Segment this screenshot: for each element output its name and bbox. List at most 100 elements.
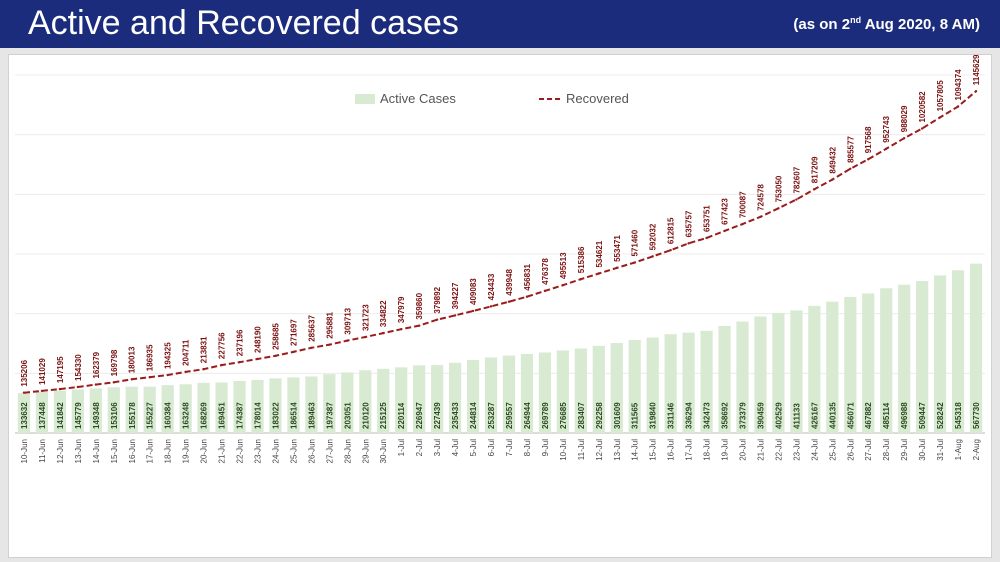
recovered-point (507, 300, 511, 303)
chart-svg: 133632 137448 141842 145779 149348 153106 1551… (15, 55, 985, 464)
x-tick-label: 1-Jul (397, 439, 406, 457)
recovered-value-label: 169798 (110, 349, 119, 376)
x-tick-label: 30-Jul (918, 439, 927, 461)
recovered-point (130, 378, 133, 381)
bar-active (53, 390, 67, 433)
recovered-value-label: 154330 (74, 354, 83, 381)
bar-active (251, 379, 264, 433)
bar-active (305, 376, 318, 433)
bar-active (646, 337, 659, 433)
recovered-value-label: 285637 (307, 315, 316, 342)
bar-value-label: 509447 (918, 402, 927, 429)
bar-value-label: 390459 (756, 402, 765, 429)
x-axis: 10-Jun 11-Jun 12-Jun 13-Jun 14-Jun 15-Jun 16-J… (20, 439, 981, 464)
recovered-value-label: 782607 (792, 166, 801, 193)
recovered-value-label: 379892 (433, 286, 442, 313)
bar-value-label: 336294 (685, 402, 694, 429)
bar-value-label: 259557 (505, 402, 514, 429)
legend-label-active: Active Cases (380, 91, 456, 106)
recovered-point (274, 354, 277, 358)
x-tick-label: 27-Jun (325, 439, 334, 463)
bar-value-label: 311565 (631, 402, 640, 429)
bar-value-label: 467882 (864, 402, 873, 429)
recovered-point (202, 368, 205, 371)
x-tick-label: 20-Jun (200, 439, 209, 463)
bar-value-label: 153106 (110, 402, 119, 429)
recovered-value-label: 495513 (559, 252, 568, 279)
bar-value-label: 169451 (218, 402, 227, 429)
recovered-point (346, 339, 349, 342)
bar-value-label: 149348 (92, 402, 101, 429)
recovered-point (543, 289, 547, 293)
recovered-value-label: 394227 (451, 282, 460, 309)
recovered-value-label: 194325 (164, 342, 173, 369)
recovered-point (148, 376, 151, 379)
bar-active (772, 312, 785, 433)
x-tick-label: 16-Jul (667, 439, 676, 461)
bar-active (431, 365, 444, 433)
bar-value-label: 264944 (523, 402, 532, 429)
recovered-value-label: 135206 (20, 359, 29, 386)
x-tick-label: 16-Jun (128, 439, 137, 463)
recovered-point (22, 391, 26, 394)
bar-value-label: 485114 (882, 402, 891, 429)
bar-value-label: 220114 (397, 402, 406, 429)
x-tick-label: 20-Jul (739, 439, 748, 461)
bar-active (628, 340, 641, 433)
bar-active (197, 382, 210, 433)
bar-value-label: 301609 (613, 402, 622, 429)
x-tick-label: 2-Jul (415, 439, 424, 457)
recovered-point (94, 383, 98, 386)
bar-active (377, 368, 390, 433)
bar-active (71, 389, 84, 433)
recovered-value-label: 635757 (685, 210, 694, 237)
bar-active (179, 384, 192, 433)
bar-value-label: 402529 (774, 402, 783, 429)
recovered-point (651, 255, 654, 258)
bar-active (466, 359, 480, 433)
x-tick-label: 23-Jul (792, 439, 801, 461)
x-tick-label: 29-Jun (361, 439, 370, 463)
recovered-value-label: 186935 (146, 344, 155, 371)
recovered-point (238, 361, 241, 364)
recovered-point (489, 305, 493, 308)
legend: Active Cases Recovered (355, 91, 629, 106)
recovered-point (292, 350, 295, 354)
bar-value-label: 163248 (182, 402, 191, 429)
recovered-point (58, 387, 62, 391)
bar-active (269, 378, 282, 433)
bar-active (718, 325, 731, 433)
bar-active (520, 353, 534, 433)
recovered-value-label: 885577 (846, 136, 855, 163)
recovered-value-label: 592032 (649, 223, 658, 250)
bar-active (89, 388, 102, 433)
x-tick-label: 30-Jun (379, 439, 388, 463)
x-tick-label: 28-Jun (343, 439, 352, 463)
recovered-point (220, 363, 223, 367)
x-tick-label: 11-Jul (577, 439, 586, 460)
bar-value-label: 411133 (792, 403, 801, 429)
recovered-point (723, 229, 726, 233)
recovered-value-label: 424433 (487, 273, 496, 300)
bar-value-label: 145779 (74, 402, 83, 429)
recovered-point (400, 327, 403, 331)
recovered-point (256, 357, 259, 361)
x-tick-label: 26-Jul (846, 439, 855, 461)
x-tick-label: 14-Jun (92, 439, 101, 463)
bar-active (844, 296, 857, 433)
bar-active (359, 370, 372, 433)
bar-active (502, 355, 516, 433)
recovered-value-label: 988029 (900, 105, 909, 132)
bar-active (323, 374, 336, 433)
recovered-point (831, 178, 834, 181)
bar-value-label: 210120 (361, 402, 370, 429)
bar-value-label: 155178 (128, 402, 137, 429)
recovered-value-label: 321723 (361, 304, 370, 331)
recovered-point (777, 207, 780, 210)
x-tick-label: 21-Jun (218, 439, 227, 463)
x-tick-label: 25-Jun (289, 439, 298, 463)
gridlines (15, 74, 985, 434)
recovered-point (920, 127, 924, 130)
recovered-value-label: 700087 (739, 191, 748, 218)
